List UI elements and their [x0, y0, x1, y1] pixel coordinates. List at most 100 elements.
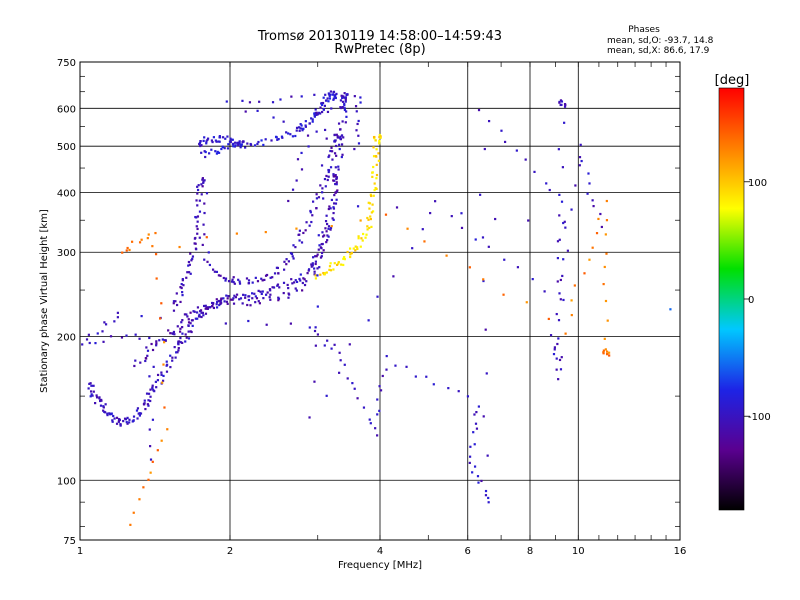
- data-point: [123, 417, 127, 420]
- data-point: [313, 273, 316, 276]
- data-point: [196, 215, 200, 218]
- data-point: [300, 95, 303, 98]
- data-point: [336, 189, 339, 192]
- data-point: [477, 481, 480, 484]
- data-point: [111, 419, 114, 422]
- data-point: [333, 175, 337, 178]
- data-point: [146, 354, 149, 357]
- data-point: [231, 138, 234, 141]
- data-point: [222, 276, 225, 280]
- colorbar-label: [deg]: [715, 73, 750, 88]
- data-point: [246, 142, 249, 145]
- data-point: [375, 173, 379, 177]
- data-point: [110, 412, 113, 416]
- data-point: [502, 293, 505, 296]
- data-point: [486, 454, 489, 457]
- data-point: [148, 428, 151, 431]
- data-point: [320, 255, 323, 258]
- data-point: [326, 234, 329, 237]
- data-point: [260, 139, 263, 142]
- data-point: [118, 418, 121, 421]
- data-point: [281, 136, 284, 139]
- data-point: [597, 217, 600, 221]
- data-point: [151, 348, 155, 352]
- data-point: [366, 216, 369, 220]
- data-point: [450, 215, 453, 218]
- data-point: [299, 127, 302, 130]
- data-point: [269, 298, 272, 301]
- data-point: [368, 418, 371, 421]
- data-point: [311, 120, 314, 123]
- data-point: [287, 292, 290, 295]
- data-point: [120, 336, 124, 339]
- data-point: [276, 266, 279, 270]
- data-point: [557, 378, 560, 381]
- data-point: [484, 489, 488, 493]
- data-point: [285, 263, 288, 266]
- data-point: [272, 286, 276, 289]
- data-point: [254, 295, 257, 298]
- data-point: [149, 395, 152, 398]
- data-point: [95, 396, 99, 399]
- data-point: [213, 270, 216, 273]
- data-point: [327, 225, 331, 228]
- data-point: [317, 234, 320, 237]
- data-point: [329, 207, 332, 210]
- data-point: [200, 311, 203, 314]
- data-point: [234, 296, 238, 299]
- data-point: [196, 317, 199, 320]
- data-point: [362, 406, 366, 409]
- data-point: [323, 177, 327, 181]
- data-point: [335, 177, 338, 180]
- data-point: [481, 236, 485, 239]
- colorbar-tick-label: 100: [748, 178, 767, 189]
- data-point: [316, 113, 319, 116]
- data-point: [516, 266, 520, 269]
- data-point: [276, 284, 279, 287]
- data-point: [329, 93, 332, 96]
- data-point: [266, 291, 269, 294]
- data-point: [329, 90, 333, 93]
- data-point: [261, 279, 264, 282]
- data-points: [81, 90, 672, 526]
- data-point: [268, 288, 272, 291]
- data-point: [156, 449, 159, 452]
- data-point: [224, 279, 227, 282]
- data-point: [125, 249, 128, 252]
- data-point: [316, 253, 319, 256]
- data-point: [322, 249, 325, 252]
- data-point: [204, 155, 207, 159]
- x-tick-label: 10: [572, 546, 585, 557]
- data-point: [282, 120, 285, 123]
- data-point: [257, 289, 260, 292]
- data-point: [604, 348, 607, 351]
- data-point: [208, 263, 211, 267]
- data-point: [269, 276, 272, 279]
- data-point: [337, 168, 340, 171]
- data-point: [287, 296, 290, 299]
- data-point: [165, 370, 169, 373]
- data-point: [128, 248, 131, 252]
- data-point: [474, 422, 478, 425]
- data-point: [366, 228, 369, 231]
- data-point: [326, 239, 329, 242]
- data-point: [294, 279, 297, 282]
- y-axis-label: Stationary phase Virtual Height [km]: [39, 209, 50, 393]
- data-point: [255, 297, 259, 300]
- data-point: [259, 290, 262, 293]
- data-point: [125, 421, 128, 424]
- data-point: [378, 136, 381, 139]
- data-point: [560, 103, 563, 106]
- data-point: [113, 320, 116, 323]
- data-point: [471, 471, 474, 474]
- data-point: [134, 359, 137, 362]
- data-point: [558, 238, 561, 241]
- data-point: [161, 381, 164, 384]
- data-point: [473, 465, 477, 468]
- y-tick-label: 75: [63, 536, 76, 547]
- data-point: [276, 138, 279, 141]
- data-point: [485, 372, 488, 375]
- stats-heading: Phases: [628, 25, 660, 35]
- data-point: [234, 144, 237, 147]
- data-point: [89, 395, 92, 398]
